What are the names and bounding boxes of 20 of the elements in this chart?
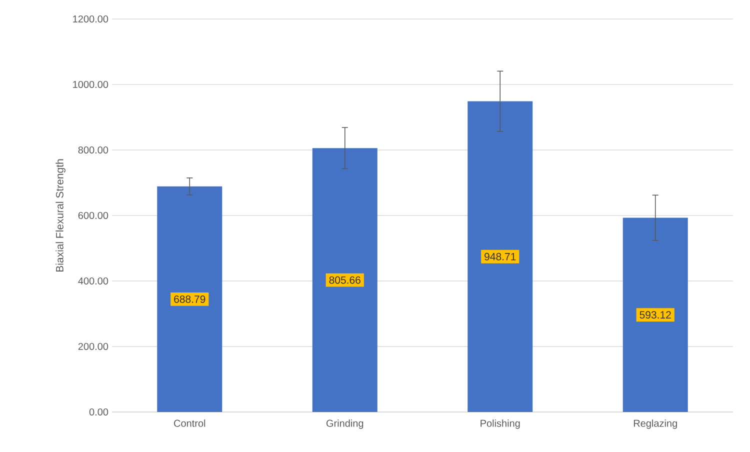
y-tick-label: 200.00 — [78, 342, 108, 350]
x-tick-label: Control — [174, 420, 206, 427]
data-label: 805.66 — [329, 276, 360, 284]
x-tick-label: Polishing — [480, 420, 520, 429]
y-tick-label: 600.00 — [78, 212, 108, 220]
bar — [157, 186, 222, 412]
y-tick-label: 0.00 — [89, 408, 108, 416]
data-label: 948.71 — [484, 252, 516, 260]
bar — [468, 101, 533, 412]
bar — [622, 218, 688, 412]
bar — [312, 148, 378, 412]
y-tick-label: 400.00 — [78, 277, 108, 285]
x-tick-label: Reglazing — [634, 420, 677, 429]
x-tick-label: Grinding — [326, 420, 364, 429]
data-label: 688.79 — [174, 295, 206, 303]
y-tick-label: 1200.00 — [73, 15, 108, 23]
data-label: 593.12 — [640, 311, 671, 319]
y-tick-label: 1000.00 — [73, 80, 108, 88]
y-tick-label: 800.00 — [78, 146, 108, 154]
y-axis-title: Biaxial Flexural Strength — [56, 159, 66, 272]
